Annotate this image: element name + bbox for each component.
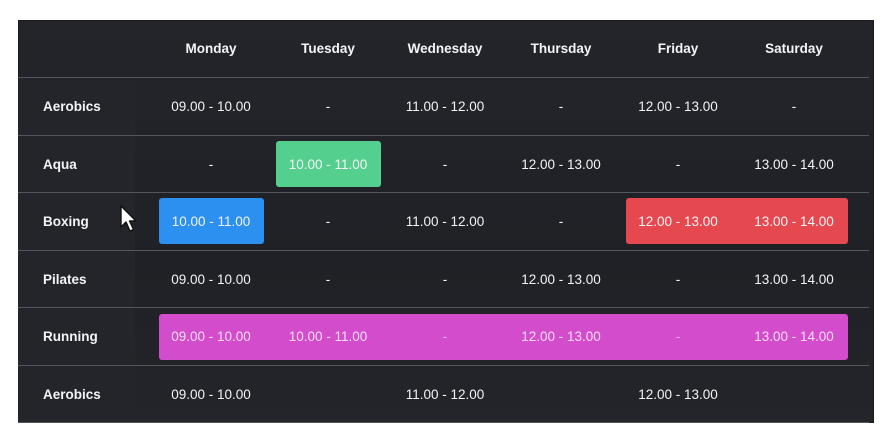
row-divider [18, 135, 869, 136]
schedule-cell[interactable]: - [325, 214, 331, 229]
schedule-cell[interactable]: - [208, 157, 214, 172]
schedule-cell[interactable] [736, 366, 852, 423]
event-block-boxing-monday[interactable] [159, 198, 264, 244]
activity-label: Running [43, 329, 98, 344]
schedule-cell[interactable]: 09.00 - 10.00 [171, 387, 251, 402]
schedule-cell[interactable]: 12.00 - 13.00 [638, 387, 718, 402]
row-divider [18, 365, 869, 366]
row-header-bg [18, 251, 135, 308]
schedule-cell[interactable]: - [325, 99, 331, 114]
schedule-cell[interactable]: 10.00 - 11.00 [288, 157, 368, 172]
schedule-cell[interactable]: - [558, 214, 564, 229]
schedule-cell[interactable]: - [442, 329, 448, 344]
schedule-cell[interactable]: 11.00 - 12.00 [405, 387, 485, 402]
schedule-cell[interactable]: 13.00 - 14.00 [754, 272, 834, 287]
day-header-wednesday: Wednesday [407, 40, 483, 56]
schedule-cell[interactable] [503, 366, 619, 423]
event-block-boxing-friday-saturday[interactable] [626, 198, 848, 244]
schedule-cell[interactable]: - [675, 157, 681, 172]
schedule-cell[interactable]: 13.00 - 14.00 [754, 329, 834, 344]
schedule-cell[interactable]: - [442, 157, 448, 172]
row-divider [18, 422, 869, 423]
row-header-bg [18, 366, 135, 423]
schedule-cell[interactable]: 09.00 - 10.00 [171, 329, 251, 344]
day-header-friday: Friday [657, 40, 699, 56]
row-header-bg [18, 193, 135, 250]
schedule-cell[interactable]: 11.00 - 12.00 [405, 214, 485, 229]
row-divider [18, 250, 869, 251]
schedule-cell[interactable] [270, 366, 386, 423]
activity-label: Pilates [43, 272, 87, 287]
row-header-bg [18, 136, 135, 193]
activity-label: Boxing [43, 214, 89, 229]
schedule-cell[interactable]: 09.00 - 10.00 [171, 99, 251, 114]
day-header-saturday: Saturday [765, 40, 823, 56]
day-header-thursday: Thursday [530, 40, 592, 56]
schedule-cell[interactable]: 10.00 - 11.00 [171, 214, 251, 229]
row-header-bg [18, 308, 135, 365]
schedule-cell[interactable]: 12.00 - 13.00 [638, 214, 718, 229]
row-header-bg [18, 78, 135, 135]
activity-label: Aqua [43, 157, 77, 172]
event-block-running-week[interactable] [159, 314, 848, 360]
event-block-aqua-tuesday[interactable] [276, 141, 381, 187]
day-header-monday: Monday [185, 40, 237, 56]
schedule-cell[interactable]: 10.00 - 11.00 [288, 329, 368, 344]
schedule-cell[interactable]: 09.00 - 10.00 [171, 272, 251, 287]
mouse-pointer-icon [120, 205, 140, 238]
schedule-cell[interactable]: 12.00 - 13.00 [638, 99, 718, 114]
schedule-cell[interactable]: 12.00 - 13.00 [521, 157, 601, 172]
schedule-cell[interactable]: - [675, 272, 681, 287]
activity-label: Aerobics [43, 99, 101, 114]
schedule-cell[interactable]: - [675, 329, 681, 344]
schedule-cell[interactable]: 13.00 - 14.00 [754, 157, 834, 172]
schedule-cell[interactable]: - [442, 272, 448, 287]
schedule-cell[interactable]: 12.00 - 13.00 [521, 272, 601, 287]
schedule-cell[interactable]: - [791, 99, 797, 114]
row-divider [18, 307, 869, 308]
day-header-tuesday: Tuesday [301, 40, 355, 56]
schedule-cell[interactable]: 13.00 - 14.00 [754, 214, 834, 229]
activity-label: Aerobics [43, 387, 101, 402]
schedule-cell[interactable]: 12.00 - 13.00 [521, 329, 601, 344]
row-divider [18, 192, 869, 193]
schedule-cell[interactable]: - [325, 272, 331, 287]
row-divider [18, 77, 869, 78]
schedule-cell[interactable]: 11.00 - 12.00 [405, 99, 485, 114]
schedule-cell[interactable]: - [558, 99, 564, 114]
